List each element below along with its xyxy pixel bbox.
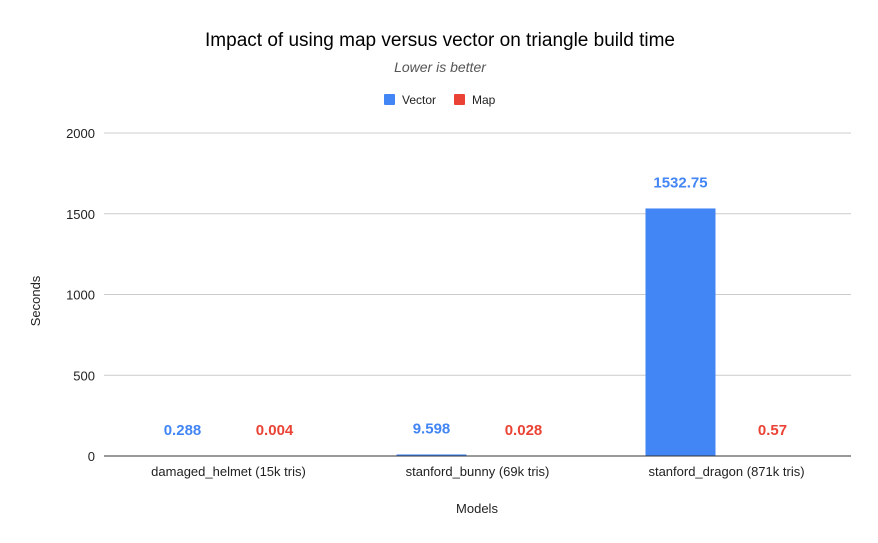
data-label-vector: 1532.75 — [653, 174, 707, 191]
x-tick-label: stanford_dragon (871k tris) — [648, 464, 804, 479]
legend-swatch-map — [454, 94, 465, 105]
y-tick-label: 1000 — [66, 288, 95, 303]
data-label-vector: 0.288 — [164, 422, 202, 439]
gridlines — [104, 132, 851, 376]
bar-vector — [396, 454, 467, 456]
y-tick-label: 500 — [73, 368, 95, 383]
data-label-map: 0.028 — [505, 422, 543, 439]
legend-swatch-vector — [384, 94, 395, 105]
y-tick-label: 0 — [88, 449, 95, 464]
data-labels: 0.288 0.004 9.598 0.028 1532.75 0.57 — [164, 174, 787, 439]
legend-label-vector: Vector — [402, 93, 436, 107]
y-axis-ticks: 0 500 1000 1500 2000 — [66, 126, 95, 464]
legend-label-map: Map — [472, 93, 496, 107]
data-label-map: 0.57 — [758, 422, 787, 439]
bars — [147, 208, 808, 456]
data-label-map: 0.004 — [256, 422, 294, 439]
data-label-vector: 9.598 — [413, 420, 451, 437]
y-tick-label: 1500 — [66, 207, 95, 222]
y-axis-title: Seconds — [28, 275, 43, 326]
chart-title: Impact of using map versus vector on tri… — [205, 30, 675, 51]
x-axis-title: Models — [456, 501, 498, 516]
x-tick-label: stanford_bunny (69k tris) — [406, 464, 550, 479]
legend: Vector Map — [384, 93, 496, 107]
bar-vector — [645, 208, 716, 456]
chart-subtitle: Lower is better — [394, 59, 487, 75]
x-tick-label: damaged_helmet (15k tris) — [151, 464, 306, 479]
x-axis-ticks: damaged_helmet (15k tris) stanford_bunny … — [151, 464, 804, 479]
y-tick-label: 2000 — [66, 126, 95, 141]
